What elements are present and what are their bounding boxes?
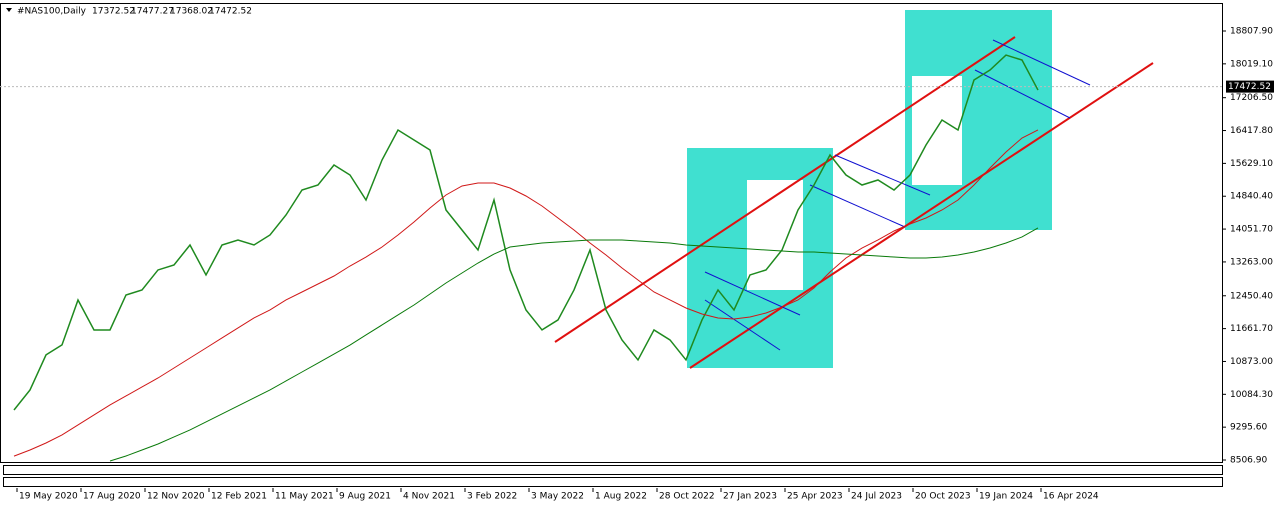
channel-line — [704, 299, 781, 351]
channel-line — [974, 69, 1071, 119]
y-tick-label: 10873.00 — [1230, 357, 1273, 367]
y-tick-label: 17206.50 — [1230, 93, 1273, 103]
price-tag — [1226, 80, 1274, 93]
y-tick-label: 8506.90 — [1230, 456, 1267, 466]
x-tick-label: 12 Nov 2020 — [147, 492, 205, 502]
price-tag-label: 17472.52 — [1228, 82, 1271, 92]
x-tick-label: 19 Jan 2024 — [979, 492, 1033, 502]
channel-line — [704, 271, 801, 316]
highlight-box — [905, 10, 1052, 230]
symbol: #NAS100,Daily — [17, 7, 87, 17]
ohlc-value: 17368.02 — [170, 7, 213, 17]
y-tick-label: 15629.10 — [1230, 159, 1273, 169]
series-line — [13, 129, 1039, 457]
trend-line — [554, 36, 1016, 343]
y-tick-label: 14840.40 — [1230, 192, 1273, 202]
series-line — [13, 54, 1039, 411]
series-line — [109, 227, 1039, 462]
x-tick-label: 27 Jan 2023 — [723, 492, 777, 502]
x-tick-label: 24 Jul 2023 — [851, 492, 902, 502]
y-tick-label: 18019.10 — [1230, 59, 1273, 69]
y-tick-label: 18807.90 — [1230, 26, 1273, 36]
x-tick-label: 20 Oct 2023 — [915, 492, 971, 502]
x-tick-label: 1 Aug 2022 — [595, 492, 647, 502]
x-tick-label: 12 Feb 2021 — [211, 492, 267, 502]
drawings — [554, 10, 1154, 369]
x-tick-label: 17 Aug 2020 — [83, 492, 141, 502]
x-tick-label: 16 Apr 2024 — [1043, 492, 1099, 502]
menu-arrow[interactable] — [6, 8, 12, 12]
y-tick-label: 16417.80 — [1230, 126, 1273, 136]
y-tick-label: 9295.60 — [1230, 423, 1267, 433]
ohlc-value: 17372.52 — [92, 7, 135, 17]
x-tick-label: 3 May 2022 — [531, 492, 584, 502]
y-tick-label: 11661.70 — [1230, 324, 1273, 334]
x-tick-label: 25 Apr 2023 — [787, 492, 843, 502]
x-tick-label: 3 Feb 2022 — [467, 492, 517, 502]
channel-line — [834, 154, 931, 196]
x-tick-label: 28 Oct 2022 — [659, 492, 715, 502]
x-tick-label: 11 May 2021 — [275, 492, 334, 502]
ohlc-value: 17472.52 — [209, 7, 252, 17]
y-tick-label: 14051.70 — [1230, 225, 1273, 235]
channel-line — [992, 39, 1091, 86]
x-tick-label: 4 Nov 2021 — [403, 492, 455, 502]
indicator-pane — [3, 477, 1223, 487]
y-tick-label: 12450.40 — [1230, 291, 1273, 301]
plot-frame — [0, 3, 1223, 463]
y-tick-label: 13263.00 — [1230, 257, 1273, 267]
indicator-pane — [3, 465, 1223, 475]
ohlc-value: 17477.27 — [131, 7, 174, 17]
channel-line — [809, 184, 906, 228]
x-tick-label: 9 Aug 2021 — [339, 492, 391, 502]
trend-line — [689, 62, 1154, 369]
x-tick-label: 19 May 2020 — [19, 492, 78, 502]
y-tick-label: 10084.30 — [1230, 390, 1273, 400]
